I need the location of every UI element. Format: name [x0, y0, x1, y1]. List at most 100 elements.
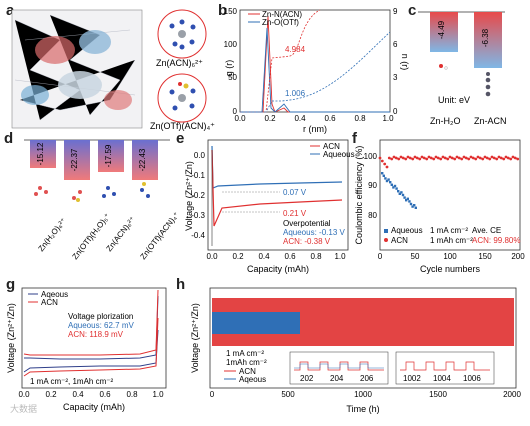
f-acn-point — [455, 155, 459, 159]
h-inset2-tick: 1004 — [433, 374, 451, 383]
panel-h-cycling-chart: 202 204 206 1002 1004 1006 1 mA cm⁻² 1mA… — [190, 287, 521, 414]
e-over-aq: Aqueous: -0.13 V — [283, 228, 345, 237]
f-acn-point — [462, 155, 466, 159]
h-xtick: 500 — [281, 390, 295, 399]
g-legend-acn: ACN — [41, 298, 58, 307]
f-acn-point — [511, 155, 515, 159]
panel-f-ce-chart: Aqueous ACN 1 mA cm⁻² 1 mAh cm⁻² Ave. CE… — [354, 139, 525, 274]
b-ylabel-left: g (r) — [224, 60, 234, 77]
f-acn-point — [390, 157, 394, 161]
bar-d-2 — [64, 140, 90, 180]
e-xtick: 0.0 — [206, 252, 218, 261]
g-acn-charge — [23, 289, 159, 356]
f-acn-point — [499, 156, 503, 160]
h-inset2-tick: 1006 — [463, 374, 481, 383]
f-xtick: 0 — [378, 252, 383, 261]
panel-e-voltage-chart: 0.07 V 0.21 V ACN Aqueous Overpotential … — [184, 139, 355, 274]
d-value-3: -17.59 — [104, 144, 113, 167]
e-annot1: 0.07 V — [283, 188, 307, 197]
panel-letter-c: c — [408, 2, 417, 19]
b-xtick: 0.6 — [324, 114, 336, 123]
d-cat-3: Zn(ACN)₆²⁺ — [104, 215, 137, 253]
f-acn-point — [450, 156, 454, 160]
f-acn-point — [392, 155, 396, 159]
bar-d-3 — [98, 140, 124, 172]
e-ytick: -0.2 — [191, 191, 205, 200]
f-xtick: 150 — [478, 252, 492, 261]
c-cat-2: Zn-ACN — [474, 116, 507, 126]
f-acn-point — [406, 155, 410, 159]
f-xtick: 200 — [511, 252, 525, 261]
f-acn-point — [446, 157, 450, 161]
h-aq-band — [212, 312, 300, 334]
b-xtick: 0.0 — [234, 114, 246, 123]
f-ytick: 90 — [368, 181, 377, 190]
nr-zn-n-line — [240, 9, 321, 113]
rdf-zn-o-line — [240, 27, 390, 113]
f-aq-point — [408, 200, 411, 203]
f-aq-point — [401, 193, 405, 197]
e-over-acn: ACN: -0.38 V — [283, 237, 331, 246]
panel-letter-a: a — [6, 2, 15, 19]
f-acn-point — [441, 155, 445, 159]
legend-zn-o: Zn-O(OTf) — [262, 18, 299, 27]
c-cat-1: Zn-H₂O — [430, 116, 461, 126]
f-acn-point — [471, 156, 475, 160]
h-inset1-tick: 204 — [330, 374, 344, 383]
panel-letter-h: h — [176, 276, 186, 293]
f-acn-point — [490, 155, 494, 159]
h-inset1-tick: 206 — [360, 374, 374, 383]
d-cat-2: Zn(OTf)(H₂O)₅⁺ — [70, 212, 111, 262]
d-value-1: -15.12 — [36, 142, 45, 165]
e-xlabel: Capacity (mAh) — [247, 264, 309, 274]
f-aq-point — [387, 178, 390, 181]
f-acn-point — [497, 155, 501, 159]
f-xlabel: Cycle numbers — [420, 264, 481, 274]
h-xlabel: Time (h) — [346, 404, 379, 414]
f-aq-point — [411, 205, 414, 208]
panel-c-binding-energy: -4.49 -6.38 Unit: eV Zn-H₂O Zn-ACN — [418, 11, 507, 126]
f-acn-point — [453, 157, 457, 161]
panel-b-rdf-chart: 4.984 1.006 Zn-N(ACN) Zn-O(OTf) g (r) n … — [224, 7, 410, 134]
f-aq-point — [398, 192, 401, 195]
b-ytick-left: 0 — [233, 107, 238, 116]
h-cond2: 1mAh cm⁻² — [226, 358, 267, 367]
h-inset-2: 1002 1004 1006 — [395, 351, 495, 385]
f-aq-point — [392, 186, 395, 189]
cluster-1-label: Zn(ACN)₆²⁺ — [156, 58, 203, 68]
e-ytick: -0.4 — [191, 231, 205, 240]
f-acn-point — [429, 156, 433, 160]
f-acn-point — [504, 155, 508, 159]
e-xtick: 1.0 — [334, 252, 346, 261]
f-acn-point — [495, 157, 499, 161]
e-acn-line — [211, 149, 343, 227]
cluster-2-label: Zn(OTf)(ACN)₄⁺ — [150, 121, 215, 131]
f-aq-point — [400, 191, 403, 194]
f-acn-point — [443, 156, 447, 160]
f-ytick: 80 — [368, 211, 377, 220]
cluster-circle-1 — [157, 9, 207, 59]
f-acn-point — [378, 156, 382, 160]
f-cond2: 1 mAh cm⁻² — [430, 236, 473, 245]
f-aq-point — [390, 183, 393, 186]
f-acn-point — [397, 157, 401, 161]
f-aq-point — [405, 199, 408, 202]
h-ylabel: Voltage (Zn²⁺/Zn) — [190, 303, 200, 373]
b-ylabel-right: n (r) — [400, 54, 410, 71]
f-xtick: 50 — [411, 252, 420, 261]
d-cat-4: Zn(OTf)(ACN)₄⁺ — [138, 210, 181, 261]
panel-d-binding-energy: -15.12 -22.37 -17.59 -22.43 Zn(H₂O)₆²⁺ Z… — [24, 139, 181, 262]
nr-zn-o-line — [240, 31, 391, 113]
b-ytick-left: 50 — [228, 73, 237, 82]
b-xlabel: r (nm) — [303, 124, 327, 134]
f-legend-acn: ACN — [391, 236, 408, 245]
c-value-2: -6.38 — [481, 28, 490, 47]
f-cond1: 1 mA cm⁻² — [430, 226, 468, 235]
g-vp-title: Voltage plorization — [68, 312, 133, 321]
h-inset1-tick: 202 — [300, 374, 314, 383]
f-acn-point — [434, 155, 438, 159]
f-acn-point — [422, 156, 426, 160]
bar-d-4 — [132, 140, 158, 180]
h-inset-1: 202 204 206 — [289, 351, 389, 385]
